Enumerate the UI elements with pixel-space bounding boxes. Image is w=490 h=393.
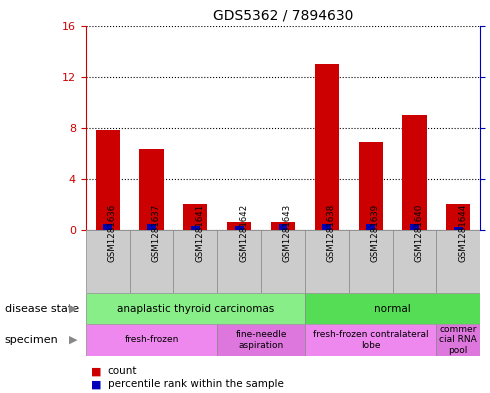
Bar: [86, 230, 129, 293]
Bar: [305, 293, 480, 324]
Bar: [96, 130, 120, 230]
Bar: [437, 230, 480, 293]
Text: count: count: [108, 366, 137, 376]
Bar: [410, 224, 419, 230]
Text: commer
cial RNA
pool: commer cial RNA pool: [440, 325, 477, 355]
Text: anaplastic thyroid carcinomas: anaplastic thyroid carcinomas: [117, 303, 274, 314]
Text: GSM1281642: GSM1281642: [239, 204, 248, 262]
Bar: [279, 224, 287, 230]
Text: normal: normal: [374, 303, 411, 314]
Bar: [86, 293, 305, 324]
Text: GSM1281637: GSM1281637: [151, 204, 161, 262]
Bar: [227, 222, 251, 230]
Text: GSM1281644: GSM1281644: [458, 204, 467, 262]
Text: GSM1281640: GSM1281640: [415, 204, 423, 262]
Bar: [217, 230, 261, 293]
Text: GSM1281638: GSM1281638: [327, 204, 336, 262]
Title: GDS5362 / 7894630: GDS5362 / 7894630: [213, 9, 353, 23]
Bar: [315, 64, 339, 230]
Text: fine-needle
aspiration: fine-needle aspiration: [235, 330, 287, 350]
Text: GSM1281643: GSM1281643: [283, 204, 292, 262]
Bar: [402, 115, 426, 230]
Text: fresh-frozen: fresh-frozen: [124, 336, 179, 344]
Text: ■: ■: [91, 366, 101, 376]
Bar: [86, 324, 217, 356]
Text: fresh-frozen contralateral
lobe: fresh-frozen contralateral lobe: [313, 330, 428, 350]
Text: specimen: specimen: [5, 335, 59, 345]
Text: ▶: ▶: [69, 303, 78, 314]
Bar: [173, 230, 217, 293]
Bar: [454, 227, 463, 230]
Text: disease state: disease state: [5, 303, 79, 314]
Bar: [437, 324, 480, 356]
Bar: [446, 204, 470, 230]
Bar: [147, 224, 156, 230]
Bar: [305, 324, 437, 356]
Text: percentile rank within the sample: percentile rank within the sample: [108, 379, 284, 389]
Bar: [305, 230, 349, 293]
Bar: [217, 324, 305, 356]
Text: GSM1281639: GSM1281639: [370, 204, 380, 262]
Bar: [129, 230, 173, 293]
Bar: [322, 224, 331, 230]
Bar: [140, 149, 164, 230]
Bar: [271, 222, 295, 230]
Bar: [261, 230, 305, 293]
Bar: [235, 226, 244, 230]
Bar: [366, 224, 375, 230]
Bar: [191, 226, 200, 230]
Text: GSM1281636: GSM1281636: [108, 204, 117, 262]
Text: ▶: ▶: [69, 335, 78, 345]
Bar: [183, 204, 207, 230]
Bar: [392, 230, 437, 293]
Bar: [103, 224, 112, 230]
Text: GSM1281641: GSM1281641: [196, 204, 204, 262]
Bar: [349, 230, 392, 293]
Text: ■: ■: [91, 379, 101, 389]
Bar: [359, 142, 383, 230]
